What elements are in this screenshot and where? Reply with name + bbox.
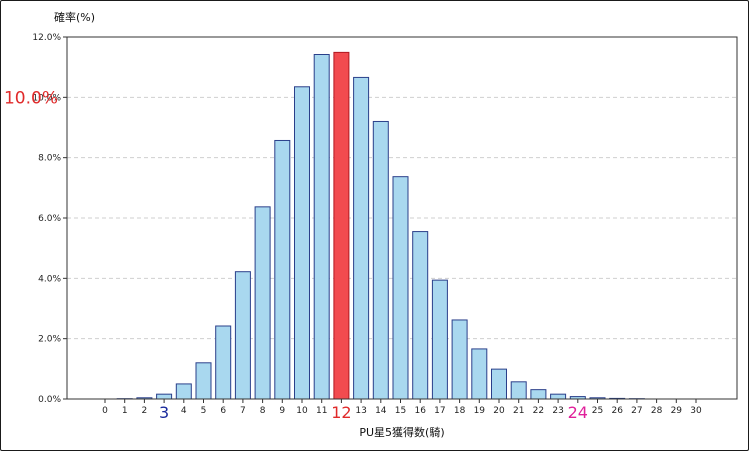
- x-axis-title: PU星5獲得数(騎): [359, 426, 444, 439]
- x-tick-label: 22: [533, 406, 544, 416]
- bar: [471, 348, 488, 400]
- x-tick-label: 0: [102, 406, 108, 416]
- bar: [451, 319, 468, 400]
- annotation-x-highlight: 24: [568, 403, 588, 422]
- bar: [372, 120, 389, 400]
- bar: [431, 279, 448, 400]
- x-tick-label: 13: [355, 406, 366, 416]
- x-tick-label: 11: [316, 406, 327, 416]
- bar: [530, 389, 547, 400]
- bar: [234, 271, 251, 400]
- bar: [254, 206, 271, 400]
- x-tick-label: 17: [434, 406, 445, 416]
- x-tick-label: 10: [296, 406, 308, 416]
- y-tick-label: 4.0%: [38, 274, 61, 284]
- x-tick-label: 14: [375, 406, 387, 416]
- bar: [195, 362, 212, 400]
- annotation-x-highlight: 12: [331, 403, 351, 422]
- x-tick-label: 25: [592, 406, 603, 416]
- bar: [412, 231, 429, 400]
- x-tick-label: 27: [631, 406, 642, 416]
- x-tick-label: 30: [690, 406, 702, 416]
- y-tick-label: 0.0%: [38, 395, 61, 405]
- bar: [156, 393, 173, 400]
- annotation-x-highlight: 3: [159, 403, 169, 422]
- x-tick-label: 15: [395, 406, 406, 416]
- x-tick-label: 8: [260, 406, 266, 416]
- bar: [175, 383, 192, 400]
- bar: [353, 76, 370, 400]
- bar: [313, 54, 330, 400]
- x-tick-label: 28: [651, 406, 663, 416]
- y-tick-label: 10.0%: [32, 93, 61, 103]
- x-tick-label: 21: [513, 406, 524, 416]
- y-tick-layer: 0.0% 2.0% 4.0% 6.0% 8.0% 10.0% 12.0%: [32, 33, 67, 405]
- x-tick-label: 4: [181, 406, 187, 416]
- y-tick-label: 6.0%: [38, 214, 61, 224]
- bar: [392, 176, 409, 400]
- bar: [510, 381, 527, 400]
- x-tick-label: 2: [142, 406, 148, 416]
- bar: [550, 393, 567, 400]
- y-tick-label: 12.0%: [32, 33, 61, 43]
- y-tick-label: 2.0%: [38, 335, 61, 345]
- x-tick-label: 18: [454, 406, 466, 416]
- bar: [294, 86, 310, 400]
- bar: [215, 325, 232, 400]
- x-tick-label: 29: [671, 406, 683, 416]
- y-axis-title: 確率(%): [54, 10, 95, 24]
- x-tick-label: 16: [414, 406, 426, 416]
- annotation-y-highlight: 10.0%: [4, 88, 58, 108]
- x-tick-label: 26: [611, 406, 623, 416]
- x-tick-label: 20: [493, 406, 505, 416]
- x-tick-label: 23: [552, 406, 563, 416]
- x-tick-label: 5: [201, 406, 207, 416]
- x-tick-layer: 0 1 2 4 5 6 7 8 9 10 11 13 14 15 16 17 18 19 20 21 22 23 25 26 2…: [102, 399, 702, 416]
- bar-layer: [116, 51, 645, 400]
- x-tick-label: 19: [474, 406, 486, 416]
- y-tick-label: 8.0%: [38, 154, 61, 164]
- bar: [491, 368, 507, 400]
- x-tick-label: 9: [279, 406, 285, 416]
- annotation-layer: 10.0%3 12 24: [4, 88, 588, 422]
- x-tick-label: 1: [122, 406, 128, 416]
- x-tick-label: 6: [220, 406, 226, 416]
- bar-highlighted: [333, 51, 350, 400]
- bar: [274, 139, 291, 400]
- x-tick-label: 7: [240, 406, 246, 416]
